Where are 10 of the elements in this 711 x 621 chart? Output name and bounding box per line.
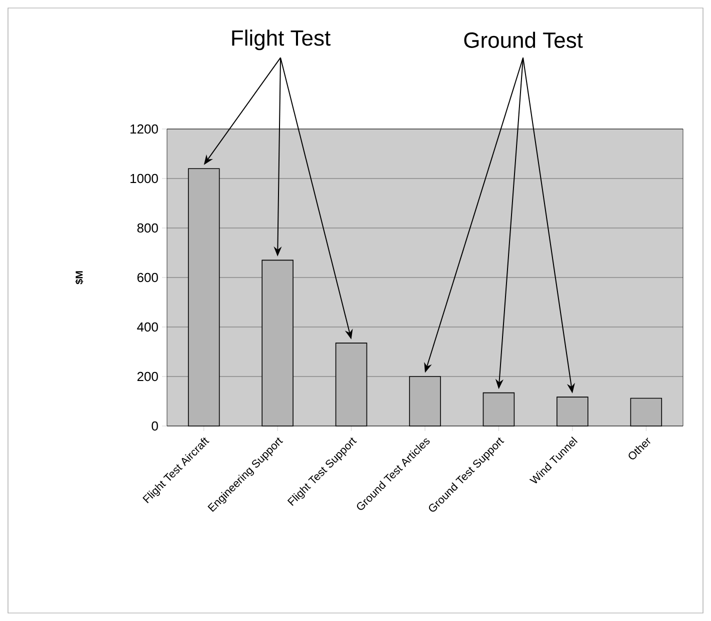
y-tick-label: 1200 — [130, 124, 158, 134]
y-tick-label: 800 — [137, 223, 158, 233]
y-tick-label: 600 — [137, 272, 158, 282]
y-tick-label: 400 — [137, 322, 158, 332]
y-tick-label: 200 — [137, 372, 158, 382]
y-tick-label: 1000 — [130, 174, 158, 184]
text: Flight Test — [232, 30, 330, 50]
y-tick-label: 0 — [152, 421, 158, 431]
text: Ground Test — [464, 32, 583, 48]
y-axis-title: $M — [75, 271, 84, 284]
